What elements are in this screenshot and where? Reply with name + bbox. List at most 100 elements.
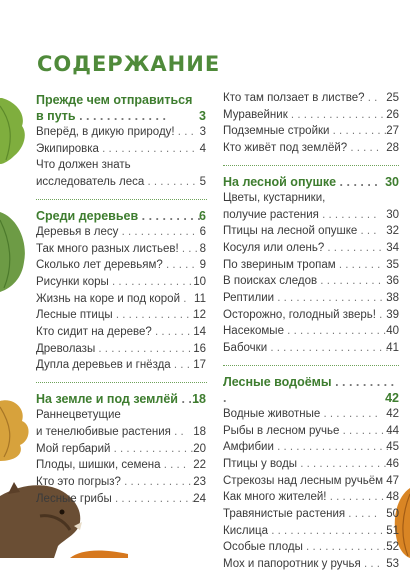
section-heading: На лесной опушке . . . . . . 30 [223,174,399,189]
entry-label: Лесные грибы [36,492,112,505]
entry-label: Кто там ползает в листве? [223,92,365,104]
orange-leaf-icon [394,488,410,558]
entry-label: Мой гербарий [36,442,111,455]
section-divider [36,382,207,384]
entry-page: 26 [386,108,399,121]
entry-label: Амфибии [223,441,274,454]
toc-entry: Дупла деревьев и гнёзда . . . 17 [36,357,206,374]
entry-label: Птицы на лесной опушке [223,225,358,238]
toc-entry: Косуля или олень? . . . . . . . . . 34 [223,240,399,257]
entry-page: 5 [199,176,206,189]
section-page: 6 [199,208,206,223]
section-page: 30 [385,174,399,189]
section-heading-text: Прежде чем отправиться [36,93,193,107]
toc-entry: Птицы у воды . . . . . . . . . . . . . .… [223,456,399,473]
entry-page: 18 [193,425,206,438]
toc-section: Среди деревьев . . . . . . . . . 6 Дерев… [36,208,206,374]
entry-label: Водные животные [223,407,321,420]
toc-entry: Экипировка . . . . . . . . . . . . . . .… [36,141,206,158]
entry-label: Рептилии [223,292,275,305]
toc-entry: Рисунки коры . . . . . . . . . . . . . .… [36,274,206,291]
entry-label: Кто это погрыз? [36,475,121,488]
toc-column-left: Прежде чем отправиться в путь . . . . . … [36,92,207,507]
entry-page: 4 [199,142,206,155]
entry-label: Деревья в лесу [36,225,119,238]
entry-label: Древолазы [36,342,96,355]
toc-entry: Плоды, шишки, семена . . . . 22 [36,457,206,474]
oak-leaf-icon [0,98,25,164]
entry-label: Травянистые растения [223,508,346,521]
entry-page: 24 [193,492,206,505]
toc-entry: Деревья в лесу . . . . . . . . . . . . 6 [36,224,206,241]
entry-label: Муравейник [223,108,288,121]
toc-entry: Жизнь на коре и под корой . 11 [36,291,206,308]
entry-label: Плоды, шишки, семена [36,459,161,472]
section-divider [36,198,207,200]
entry-label: Сколько лет деревьям? [36,259,163,272]
toc-entry: Что должен знать [36,159,131,172]
entry-label: Жизнь на коре и под корой [36,292,181,305]
entry-label: Экипировка [36,142,99,155]
toc-entry: исследователь леса . . . . . . . .5 [36,174,206,191]
entry-page: 39 [386,308,399,321]
toc-entry: Насекомые . . . . . . . . . . . . . . . … [223,323,399,340]
entry-page: 9 [199,259,206,272]
section-heading-text: Лесные водоёмы [223,374,332,389]
entry-page: 35 [386,258,399,271]
entry-label: Вперёд, в дикую природу! [36,126,175,138]
entry-label: Мох и папоротник у ручья [223,558,361,571]
section-heading: Лесные водоёмы . . . . . . . . . . 42 [223,374,399,405]
entry-page: 20 [193,442,206,455]
entry-page: 14 [193,326,206,339]
toc-entry: Кто живёт под землёй? . . . . . 28 [223,140,399,157]
toc-entry: Кто там ползает в листве? . . 25 [223,90,399,107]
entry-page: 34 [386,241,399,254]
toc-entry: Мох и папоротник у ручья . . . 53 [223,556,399,573]
toc-entry: Мой гербарий . . . . . . . . . . . . . 2… [36,441,206,458]
entry-page: 25 [386,92,399,104]
section-heading-text: Среди деревьев [36,208,139,223]
section-heading: Среди деревьев . . . . . . . . . 6 [36,208,206,223]
entry-label: Кто сидит на дереве? [36,326,152,339]
toc-entry: Стрекозы над лесным ручьём 47 [223,473,399,490]
toc-entry: Лесные грибы . . . . . . . . . . . . . 2… [36,491,206,508]
toc-entry: Амфибии . . . . . . . . . . . . . . . . … [223,439,399,456]
section-heading: Прежде чем отправиться [36,92,206,108]
toc-entry: Рептилии . . . . . . . . . . . . . . . .… [223,290,399,307]
entry-page: 52 [386,541,399,554]
entry-page: 38 [386,292,399,305]
wild-boar-icon [0,482,82,558]
entry-page: 42 [386,407,399,420]
toc-entry: Кто сидит на дереве? . . . . . . 14 [36,324,206,341]
toc-section: Прежде чем отправиться в путь . . . . . … [36,92,206,191]
entry-label: Рыбы в лесном ручье [223,424,340,437]
toc-entry: Кислица . . . . . . . . . . . . . . . . … [223,523,399,540]
toc-column-right: Кто там ползает в листве? . . 25 Муравей… [223,90,399,573]
entry-page: 45 [386,441,399,454]
toc-entry: Муравейник . . . . . . . . . . . . . . .… [223,107,399,124]
toc-entry: Водные животные . . . . . . . . . 42 [223,406,399,423]
toc-entry: По звериным тропам . . . . . . . 35 [223,257,399,274]
toc-entry: Как много жителей! . . . . . . . . . 48 [223,489,399,506]
toc-entry: Особые плоды . . . . . . . . . . . . . .… [223,539,399,556]
toc-entry: Цветы, кустарники, [223,191,326,204]
entry-page: 48 [386,491,399,504]
toc-entry: Кто это погрыз? . . . . . . . . . . . . … [36,474,206,491]
section-page: 3 [199,109,206,123]
entry-page: 40 [386,325,399,338]
toc-entry: Бабочки . . . . . . . . . . . . . . . . … [223,340,399,357]
toc-entry: Травянистые растения . . . . . 50 [223,506,399,523]
entry-page: 11 [194,292,206,305]
entry-label: Подземные стройки [223,125,330,138]
toc-entry: и тенелюбивые растения . . 18 [36,424,206,441]
entry-page: 47 [386,474,399,487]
section-divider [223,164,399,166]
toc-section: Кто там ползает в листве? . . 25 Муравей… [223,90,399,157]
entry-label: Стрекозы над лесным ручьём [223,474,384,487]
toc-section: На земле и под землёй . . . 18 Раннецвет… [36,391,206,507]
toc-section: Лесные водоёмы . . . . . . . . . . 42 Во… [223,374,399,573]
entry-label: Особые плоды [223,541,303,554]
entry-page: 27 [386,125,399,138]
entry-label: Лесные птицы [36,309,113,322]
section-divider [223,364,399,366]
